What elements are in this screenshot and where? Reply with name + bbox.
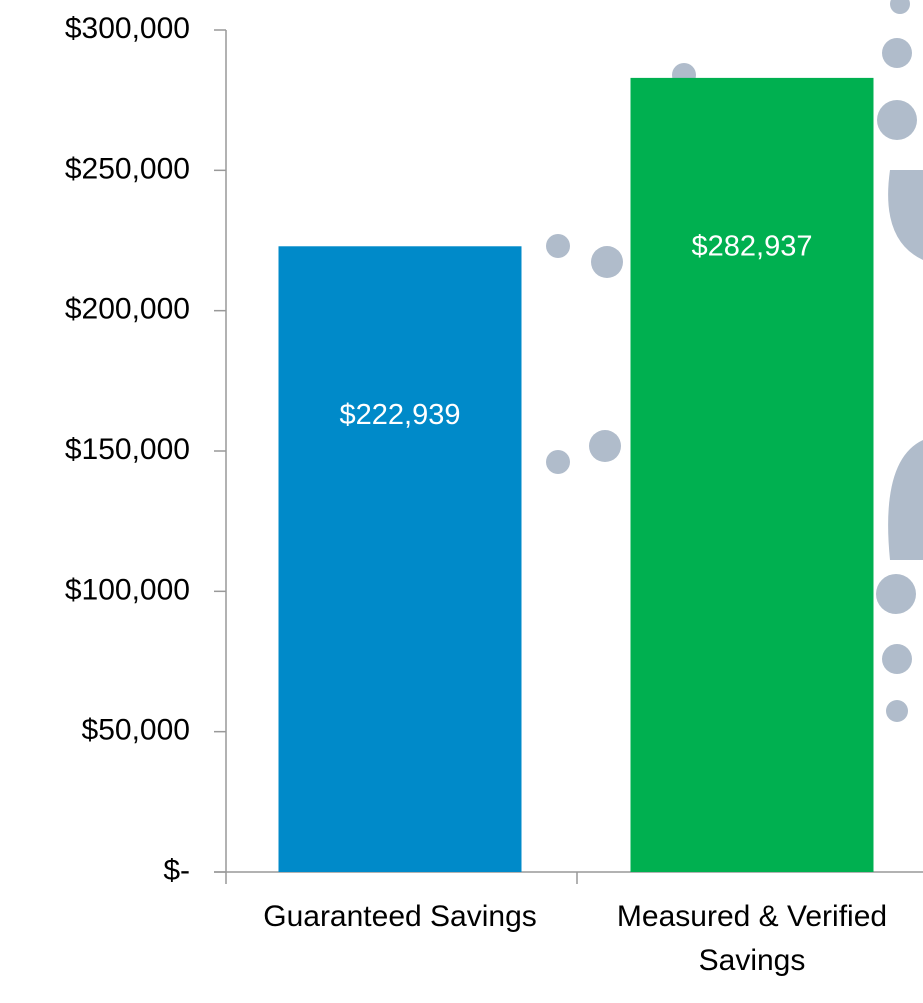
bar bbox=[278, 246, 522, 872]
bar bbox=[630, 77, 874, 873]
y-tick-label: $100,000 bbox=[65, 573, 190, 606]
data-label: $282,937 bbox=[692, 231, 813, 263]
x-tick-label: Guaranteed Savings bbox=[263, 900, 537, 933]
y-tick-label: $50,000 bbox=[82, 714, 190, 747]
y-tick-label: $150,000 bbox=[65, 433, 190, 466]
x-tick-label: Measured & Verified Savings bbox=[616, 900, 888, 977]
background-decoration bbox=[546, 0, 923, 722]
y-tick-label: $250,000 bbox=[65, 152, 190, 185]
data-label: $222,939 bbox=[340, 399, 461, 431]
y-tick-label: $300,000 bbox=[65, 12, 190, 45]
y-tick-label: $- bbox=[163, 854, 190, 887]
y-tick-label: $200,000 bbox=[65, 293, 190, 326]
